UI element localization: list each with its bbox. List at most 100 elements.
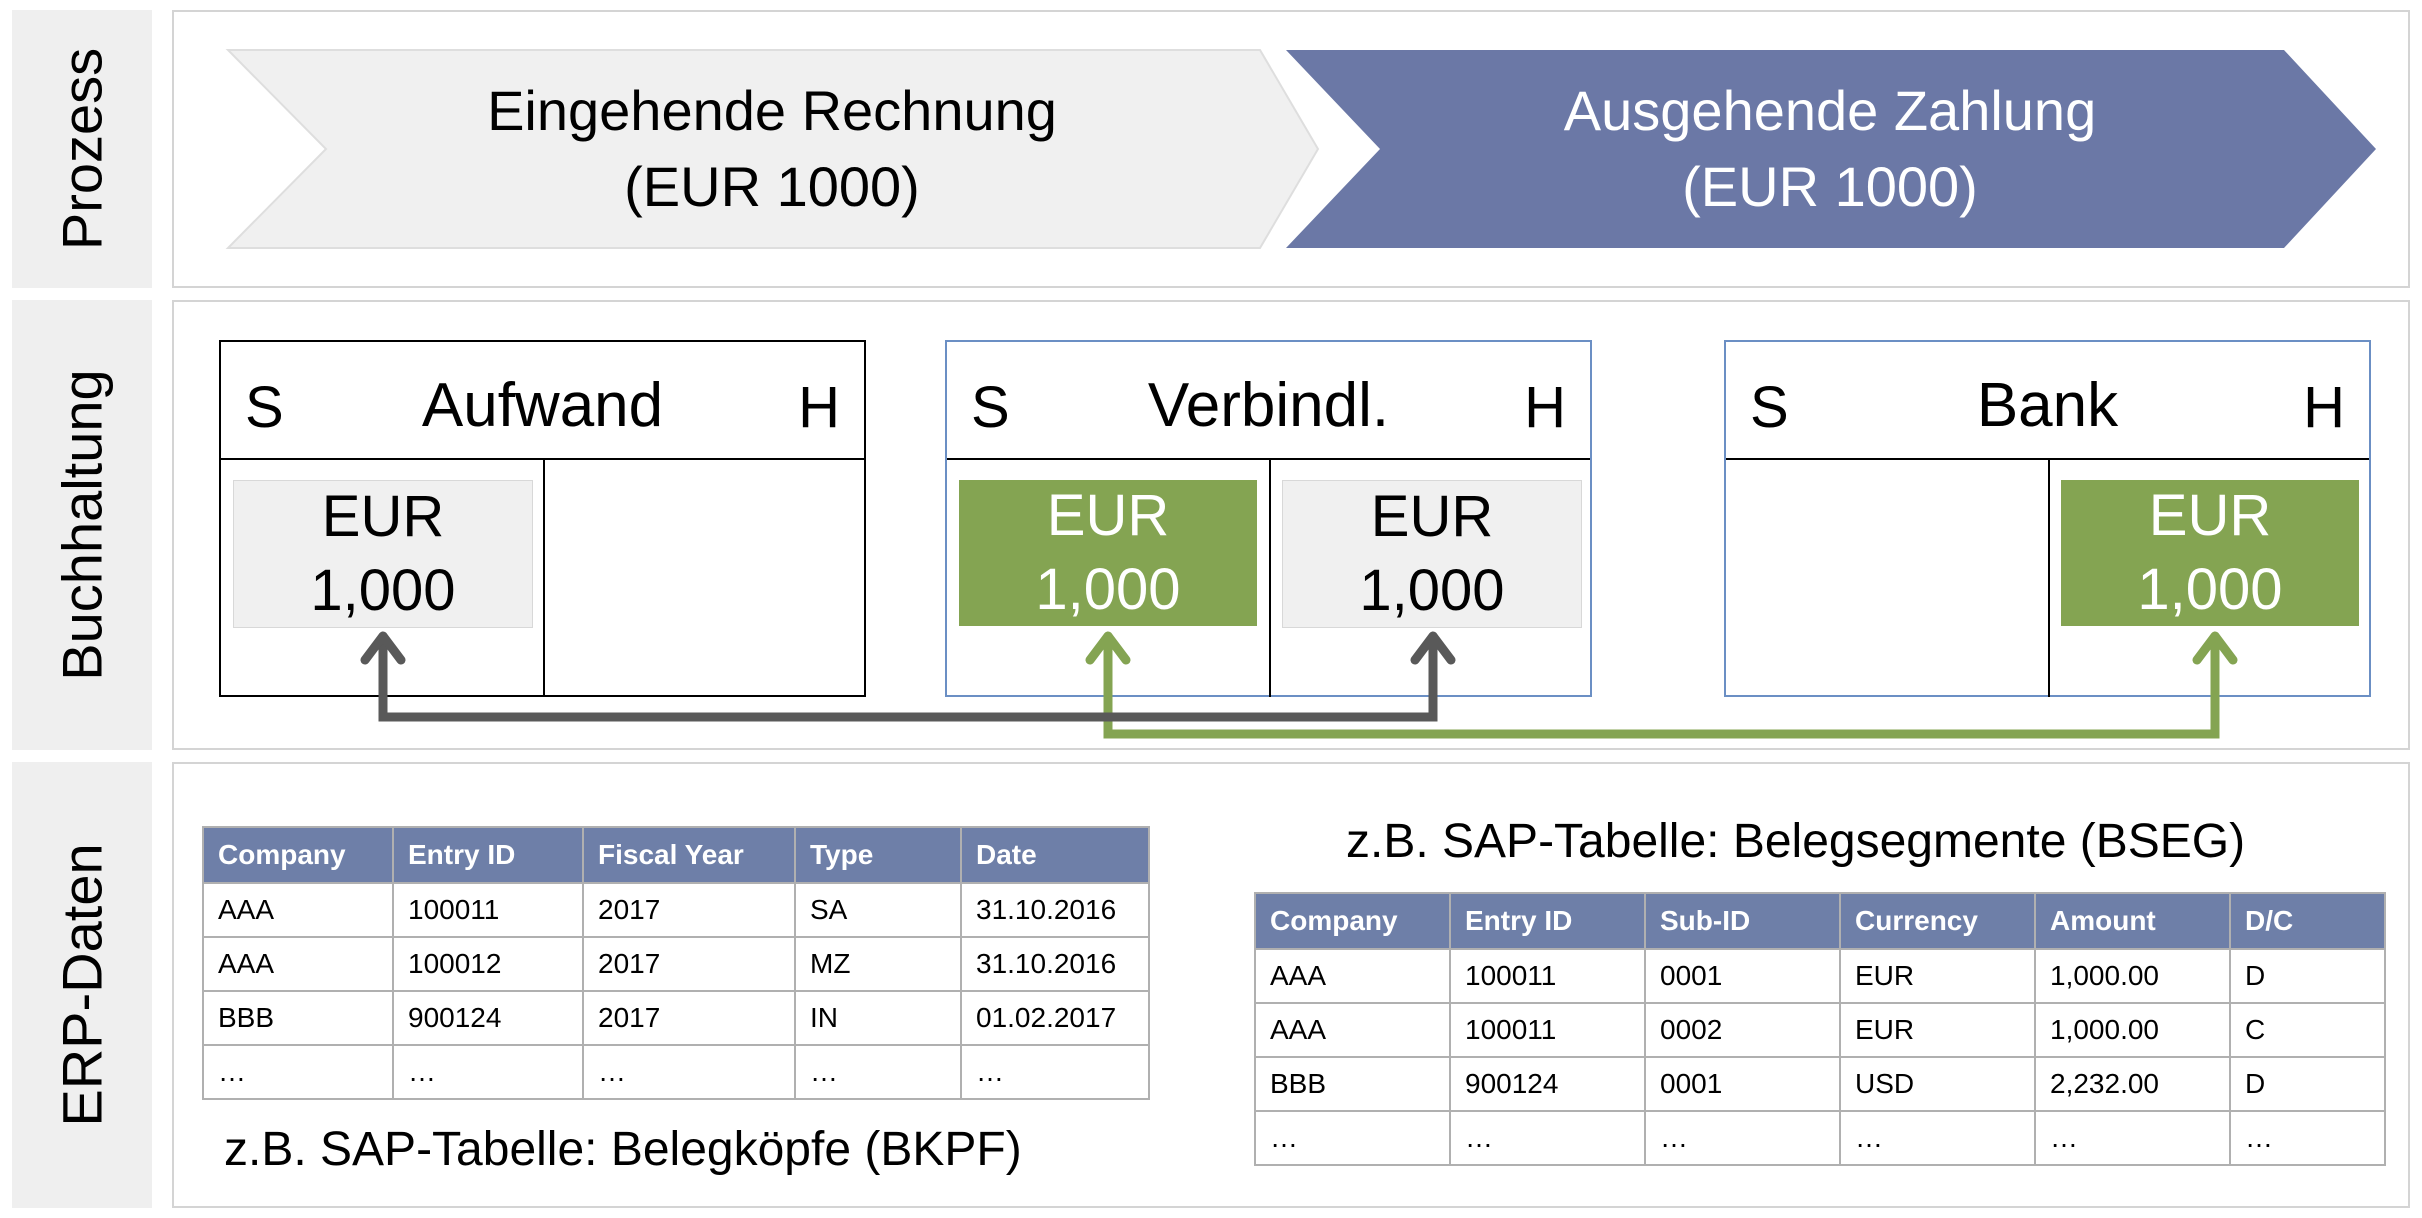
bseg-header-cell: D/C: [2229, 892, 2386, 950]
bkpf-cell: 100011: [392, 882, 584, 938]
bank-divider: [2048, 458, 2050, 697]
bseg-table: Company Entry ID Sub-ID Currency Amount D/C A…: [1254, 892, 2386, 1166]
bseg-cell: AAA: [1254, 1002, 1451, 1058]
bseg-cell: 100011: [1449, 1002, 1646, 1058]
posting-connectors: [360, 631, 2238, 739]
table-row: BBB 900124 2017 IN 01.02.2017: [202, 990, 1150, 1046]
row-label-process: Prozess: [12, 10, 152, 288]
bkpf-header-row: Company Entry ID Fiscal Year Type Date: [202, 826, 1150, 884]
bank-header-line: [1726, 458, 2369, 460]
bkpf-cell: SA: [794, 882, 962, 938]
table-row: BBB 900124 0001 USD 2,232.00 D: [1254, 1056, 2386, 1112]
bank-title: Bank: [1976, 371, 2119, 440]
bank-credit-amount: 1,000: [2137, 557, 2283, 622]
bkpf-cell: 31.10.2016: [960, 936, 1150, 992]
bkpf-header-cell: Entry ID: [392, 826, 584, 884]
bseg-cell: D: [2229, 1056, 2386, 1112]
expense-debit-entry: EUR 1,000: [233, 480, 533, 628]
bseg-cell: 0001: [1644, 948, 1841, 1004]
table-row: AAA 100011 0001 EUR 1,000.00 D: [1254, 948, 2386, 1004]
bseg-header-cell: Company: [1254, 892, 1451, 950]
bkpf-cell: IN: [794, 990, 962, 1046]
liabilities-divider: [1269, 458, 1271, 697]
bseg-cell: 1,000.00: [2034, 948, 2231, 1004]
expense-debit-amount: 1,000: [310, 558, 456, 623]
bseg-cell: USD: [1839, 1056, 2036, 1112]
bkpf-cell: 900124: [392, 990, 584, 1046]
table-row: ……………: [202, 1044, 1150, 1100]
bseg-header-cell: Amount: [2034, 892, 2231, 950]
bseg-header-cell: Sub-ID: [1644, 892, 1841, 950]
bkpf-cell: BBB: [202, 990, 394, 1046]
bseg-cell: 0002: [1644, 1002, 1841, 1058]
incoming-invoice-line2: (EUR 1000): [624, 155, 920, 218]
bseg-caption: z.B. SAP-Tabelle: Belegsegmente (BSEG): [1346, 815, 2246, 868]
bkpf-table: Company Entry ID Fiscal Year Type Date AAA 10…: [202, 826, 1150, 1100]
bkpf-cell: AAA: [202, 936, 394, 992]
liabilities-debit-currency: EUR: [1046, 483, 1170, 548]
bseg-header-row: Company Entry ID Sub-ID Currency Amount D/C: [1254, 892, 2386, 950]
bkpf-caption: z.B. SAP-Tabelle: Belegköpfe (BKPF): [224, 1123, 1022, 1176]
payment-arrowhead-liabilities: [1085, 631, 1131, 665]
incoming-invoice-line1: Eingehende Rechnung: [487, 79, 1057, 142]
liabilities-debit-label: S: [971, 375, 1010, 440]
liabilities-credit-amount: 1,000: [1359, 558, 1505, 623]
t-account-expense: S Aufwand H EUR 1,000: [219, 340, 866, 697]
row-label-accounting: Buchhaltung: [12, 300, 152, 750]
liabilities-credit-entry: EUR 1,000: [1282, 480, 1582, 628]
bseg-cell: 1,000.00: [2034, 1002, 2231, 1058]
t-account-liabilities: S Verbindl. H EUR 1,000 EUR 1,000: [945, 340, 1592, 697]
payment-connector-line: [1103, 640, 2220, 739]
bkpf-cell: …: [960, 1044, 1150, 1100]
row-label-erp: ERP-Daten: [12, 762, 152, 1208]
incoming-invoice-chevron: [225, 49, 1320, 249]
bank-credit-entry: EUR 1,000: [2061, 480, 2359, 626]
bseg-cell: C: [2229, 1002, 2386, 1058]
table-row: ………………: [1254, 1110, 2386, 1166]
expense-credit-label: H: [798, 375, 840, 440]
bseg-cell: …: [1449, 1110, 1646, 1166]
bseg-header-cell: Entry ID: [1449, 892, 1646, 950]
outgoing-payment-chevron: [1286, 50, 2376, 248]
bseg-cell: …: [2034, 1110, 2231, 1166]
bseg-cell: EUR: [1839, 948, 2036, 1004]
bkpf-cell: …: [202, 1044, 394, 1100]
liabilities-debit-entry: EUR 1,000: [959, 480, 1257, 626]
bkpf-header-cell: Fiscal Year: [582, 826, 796, 884]
payment-arrowhead-bank: [2192, 631, 2238, 665]
bseg-cell: 900124: [1449, 1056, 1646, 1112]
bseg-cell: …: [1644, 1110, 1841, 1166]
bkpf-cell: 2017: [582, 990, 796, 1046]
bank-credit-label: H: [2303, 375, 2345, 440]
invoice-connector-line: [378, 640, 1438, 722]
expense-debit-label: S: [245, 375, 284, 440]
bkpf-cell: AAA: [202, 882, 394, 938]
expense-divider: [543, 458, 545, 697]
bkpf-cell: …: [582, 1044, 796, 1100]
t-account-bank: S Bank H EUR 1,000: [1724, 340, 2371, 697]
table-row: AAA 100011 0002 EUR 1,000.00 C: [1254, 1002, 2386, 1058]
liabilities-credit-currency: EUR: [1370, 484, 1494, 549]
bseg-cell: …: [1839, 1110, 2036, 1166]
bseg-cell: 100011: [1449, 948, 1646, 1004]
bank-debit-label: S: [1750, 375, 1789, 440]
bkpf-cell: …: [392, 1044, 584, 1100]
invoice-arrowhead-liabilities: [1410, 631, 1456, 665]
bkpf-cell: 2017: [582, 936, 796, 992]
bseg-header-cell: Currency: [1839, 892, 2036, 950]
expense-debit-currency: EUR: [321, 484, 445, 549]
bseg-cell: EUR: [1839, 1002, 2036, 1058]
bkpf-cell: …: [794, 1044, 962, 1100]
bkpf-cell: 31.10.2016: [960, 882, 1150, 938]
outgoing-payment-line2: (EUR 1000): [1682, 155, 1978, 218]
bseg-cell: D: [2229, 948, 2386, 1004]
liabilities-credit-label: H: [1524, 375, 1566, 440]
bkpf-cell: 01.02.2017: [960, 990, 1150, 1046]
expense-title: Aufwand: [421, 371, 664, 440]
bank-credit-currency: EUR: [2148, 483, 2272, 548]
bseg-cell: BBB: [1254, 1056, 1451, 1112]
bseg-cell: …: [2229, 1110, 2386, 1166]
row-label-erp-text: ERP-Daten: [50, 843, 114, 1127]
bseg-cell: …: [1254, 1110, 1451, 1166]
liabilities-title: Verbindl.: [1147, 371, 1390, 440]
